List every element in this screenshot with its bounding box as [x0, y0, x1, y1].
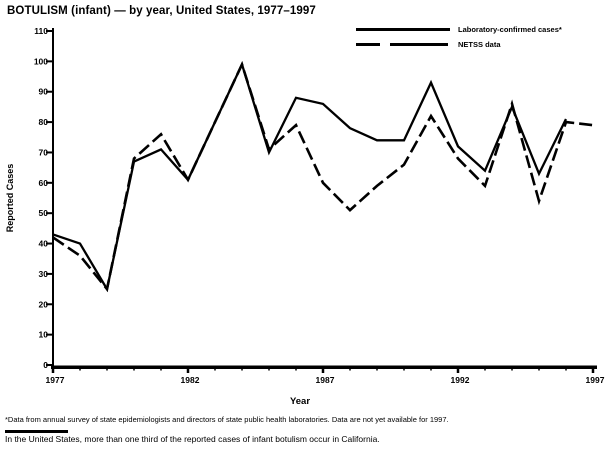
- x-tick-label: 1987: [316, 375, 335, 385]
- y-tick: [46, 151, 53, 154]
- y-tick: [46, 181, 53, 184]
- y-tick-label: 20: [39, 299, 49, 309]
- y-tick-label: 90: [39, 87, 49, 97]
- y-axis-title: Reported Cases: [5, 164, 15, 233]
- y-axis: [52, 28, 54, 367]
- y-tick-label: 80: [39, 117, 49, 127]
- x-tick-major: [456, 366, 460, 373]
- y-tick-label: 100: [34, 56, 48, 66]
- x-tick-major: [591, 366, 595, 373]
- y-tick: [46, 272, 53, 275]
- solid-line-icon: [356, 28, 450, 31]
- y-tick: [46, 60, 53, 63]
- y-tick: [46, 333, 53, 336]
- x-axis-title: Year: [290, 396, 310, 407]
- x-axis: [51, 365, 597, 369]
- dashed-line-icon: [356, 43, 450, 46]
- y-tick-label: 30: [39, 269, 49, 279]
- y-tick: [46, 242, 53, 245]
- y-tick: [46, 30, 53, 32]
- y-tick-label: 60: [39, 178, 49, 188]
- note-california: In the United States, more than one thir…: [5, 434, 380, 444]
- footnote-data-source: *Data from annual survey of state epidem…: [5, 415, 449, 424]
- y-tick: [46, 364, 53, 366]
- legend-label-netss: NETSS data: [458, 40, 501, 49]
- y-tick-label: 50: [39, 208, 49, 218]
- x-tick-label: 1997: [586, 375, 605, 385]
- y-tick: [46, 121, 53, 124]
- chart-legend: Laboratory-confirmed cases* NETSS data: [356, 24, 562, 50]
- footnote-divider: [5, 430, 68, 433]
- series-line-netss: [52, 60, 594, 293]
- y-tick-label: 10: [39, 330, 49, 340]
- x-tick-label: 1992: [451, 375, 470, 385]
- chart-title: BOTULISM (infant) — by year, United Stat…: [7, 5, 316, 17]
- y-tick-label: 70: [39, 147, 49, 157]
- x-tick-major: [186, 366, 190, 373]
- y-tick: [46, 303, 53, 306]
- x-tick-label: 1982: [181, 375, 200, 385]
- x-tick-label: 1977: [46, 375, 65, 385]
- legend-label-lab-confirmed: Laboratory-confirmed cases*: [458, 25, 562, 34]
- y-tick: [46, 212, 53, 215]
- legend-item-netss: NETSS data: [356, 39, 562, 50]
- y-tick: [46, 90, 53, 93]
- legend-item-lab-confirmed: Laboratory-confirmed cases*: [356, 24, 562, 35]
- x-tick-major: [321, 366, 325, 373]
- y-tick-label: 40: [39, 239, 49, 249]
- series-line-lab-confirmed: [52, 61, 568, 293]
- y-tick-label: 0: [43, 360, 48, 370]
- y-tick-label: 110: [34, 26, 48, 36]
- x-tick-major: [51, 366, 55, 373]
